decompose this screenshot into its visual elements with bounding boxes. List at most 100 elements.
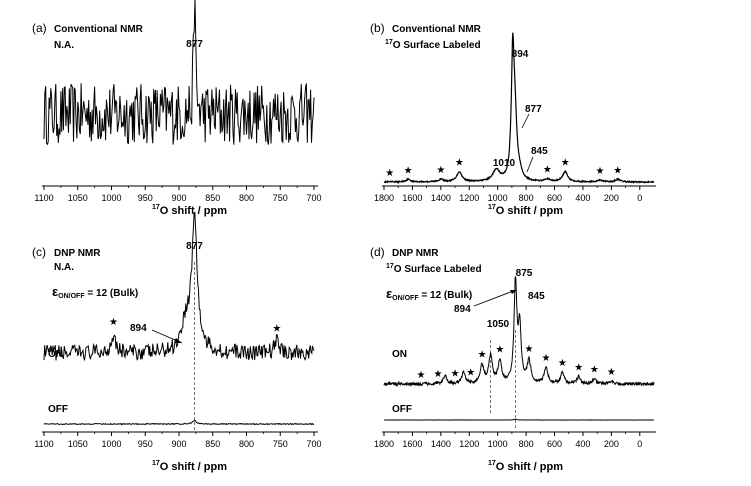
x-tick-label: 750 bbox=[273, 439, 288, 449]
x-tick-label: 1400 bbox=[431, 439, 451, 449]
x-tick-label: 950 bbox=[138, 193, 153, 203]
panel-b-trace bbox=[383, 32, 655, 185]
x-tick-label: 600 bbox=[547, 193, 562, 203]
panel-d-letter: (d) bbox=[370, 245, 385, 259]
x-tick-label: 850 bbox=[205, 439, 220, 449]
peak-pointer-894-arrowhead bbox=[510, 290, 517, 294]
panel-d-on-trace bbox=[383, 276, 655, 388]
x-tick-label: 1000 bbox=[488, 193, 508, 203]
x-tick-label: 200 bbox=[604, 439, 619, 449]
panel-c-subtitle: N.A. bbox=[54, 262, 74, 273]
x-tick-label: 1400 bbox=[431, 193, 451, 203]
sideband-marker: ★ bbox=[590, 365, 599, 376]
panel-a: (a) Conventional NMR N.A. 1100 1050 1000 95… bbox=[32, 0, 322, 217]
x-tick-label: 1050 bbox=[68, 193, 88, 203]
peak-label-845: 845 bbox=[528, 291, 545, 302]
x-tick-label: 1800 bbox=[374, 439, 394, 449]
x-tick-label: 800 bbox=[519, 193, 534, 203]
peak-label-894: 894 bbox=[512, 49, 529, 60]
peak-label-894: 894 bbox=[454, 304, 471, 315]
x-tick-label: 800 bbox=[239, 193, 254, 203]
sideband-marker: ★ bbox=[466, 368, 475, 379]
sideband-marker: ★ bbox=[613, 165, 622, 176]
panel-b-letter: (b) bbox=[370, 21, 385, 35]
x-tick-label: 1000 bbox=[488, 439, 508, 449]
sideband-marker: ★ bbox=[451, 369, 460, 380]
on-label: ON bbox=[48, 349, 63, 360]
x-tick-label: 400 bbox=[575, 439, 590, 449]
sideband-marker: ★ bbox=[543, 165, 552, 176]
peak-label-875: 875 bbox=[516, 268, 533, 279]
sideband-marker: ★ bbox=[436, 165, 445, 176]
panel-c-spinning-sidebands: ★★ bbox=[109, 317, 281, 335]
panel-b-spinning-sidebands: ★ ★ ★ ★ ★ ★ ★ ★ bbox=[385, 158, 622, 179]
sideband-marker: ★ bbox=[385, 168, 394, 179]
panel-d-enhancement: εON/OFF = 12 (Bulk) bbox=[386, 286, 472, 302]
x-tick-label: 800 bbox=[519, 439, 534, 449]
peak-label-894: 894 bbox=[130, 323, 147, 334]
panel-d: (d) DNP NMR 17O Surface Labeled εON/OFF … bbox=[370, 245, 656, 473]
panel-a-subtitle: N.A. bbox=[54, 40, 74, 51]
x-tick-label: 800 bbox=[239, 439, 254, 449]
sideband-marker: ★ bbox=[542, 353, 551, 364]
sideband-marker: ★ bbox=[558, 358, 567, 369]
x-tick-label: 1200 bbox=[459, 439, 479, 449]
x-tick-label: 1000 bbox=[101, 193, 121, 203]
sideband-marker: ★ bbox=[524, 344, 533, 355]
panel-b-title: Conventional NMR bbox=[392, 24, 482, 35]
x-tick-label: 850 bbox=[205, 193, 220, 203]
peak-label-877: 877 bbox=[186, 241, 203, 252]
sideband-marker: ★ bbox=[574, 362, 583, 373]
sideband-marker: ★ bbox=[404, 165, 413, 176]
peak-label-877: 877 bbox=[525, 104, 542, 115]
panel-d-spinning-sidebands: ★ ★ ★ ★★ ★ ★★ ★ ★ ★ ★ bbox=[416, 344, 615, 381]
x-tick-label: 950 bbox=[138, 439, 153, 449]
panel-d-off-trace bbox=[384, 418, 654, 421]
x-tick-label: 1000 bbox=[101, 439, 121, 449]
peak-pointer-894-arrowhead bbox=[175, 338, 182, 343]
panel-c-letter: (c) bbox=[32, 245, 46, 259]
panel-d-subtitle: 17O Surface Labeled bbox=[386, 263, 482, 275]
peak-label-845: 845 bbox=[531, 146, 548, 157]
sideband-marker: ★ bbox=[607, 367, 616, 378]
sideband-marker: ★ bbox=[478, 349, 487, 360]
sideband-marker: ★ bbox=[434, 369, 443, 380]
panel-c-off-trace bbox=[43, 419, 315, 426]
panel-d-xlabel: 17O shift / ppm bbox=[488, 460, 563, 473]
peak-label-1010: 1010 bbox=[493, 158, 516, 169]
panel-a-trace bbox=[43, 0, 315, 146]
x-tick-label: 400 bbox=[575, 193, 590, 203]
off-label: OFF bbox=[392, 404, 412, 415]
sideband-marker: ★ bbox=[495, 345, 504, 356]
x-tick-label: 900 bbox=[171, 193, 186, 203]
peak-pointer-894 bbox=[473, 289, 517, 307]
peak-label-1050: 1050 bbox=[487, 319, 510, 330]
on-label: ON bbox=[392, 349, 407, 360]
panel-c-title: DNP NMR bbox=[54, 248, 101, 259]
panel-c-on-trace bbox=[43, 211, 315, 361]
off-label: OFF bbox=[48, 404, 68, 415]
x-tick-label: 1600 bbox=[402, 439, 422, 449]
x-tick-label: 1800 bbox=[374, 193, 394, 203]
panel-c-x-ticks: 1100 1050 1000 950 900 850 800 750 700 bbox=[34, 432, 322, 449]
panel-b-xlabel: 17O shift / ppm bbox=[488, 204, 563, 217]
peak-pointer-845 bbox=[526, 156, 534, 173]
panel-c: (c) DNP NMR N.A. εON/OFF = 12 (Bulk) 110… bbox=[32, 211, 322, 473]
x-tick-label: 0 bbox=[637, 193, 642, 203]
x-tick-label: 200 bbox=[604, 193, 619, 203]
x-tick-label: 750 bbox=[273, 193, 288, 203]
x-tick-label: 1100 bbox=[34, 193, 53, 203]
sideband-marker: ★ bbox=[416, 370, 425, 381]
panel-c-enhancement: εON/OFF = 12 (Bulk) bbox=[52, 284, 138, 300]
x-tick-label: 1200 bbox=[459, 193, 479, 203]
x-tick-label: 1100 bbox=[34, 439, 53, 449]
x-tick-label: 900 bbox=[171, 439, 186, 449]
sideband-marker: ★ bbox=[455, 158, 464, 169]
sideband-marker: ★ bbox=[109, 317, 118, 328]
x-tick-label: 700 bbox=[306, 439, 321, 449]
panel-b: (b) Conventional NMR 17O Surface Labeled… bbox=[370, 21, 656, 217]
sideband-marker: ★ bbox=[596, 166, 605, 177]
panel-c-xlabel: 17O shift / ppm bbox=[152, 460, 227, 473]
sideband-marker: ★ bbox=[561, 158, 570, 169]
